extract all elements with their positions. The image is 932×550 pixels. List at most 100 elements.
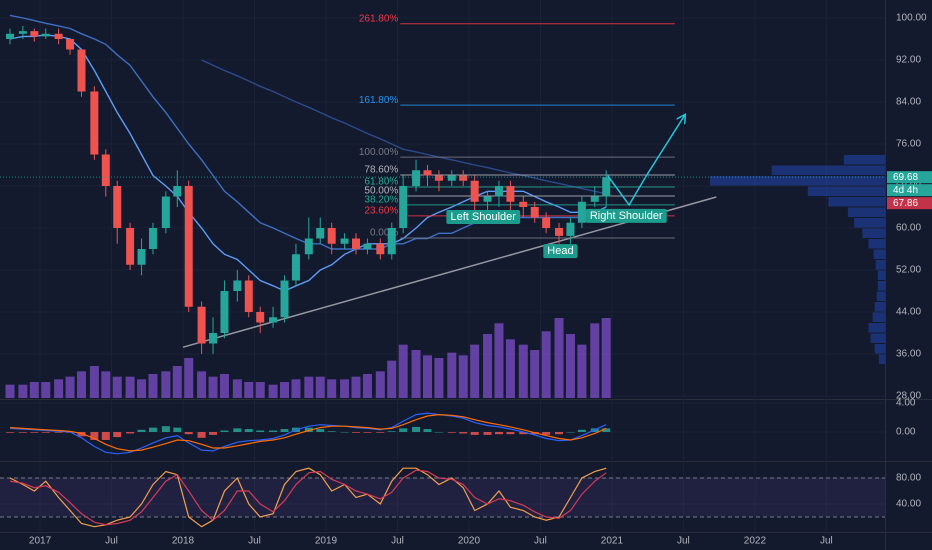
macd-histogram-bar xyxy=(459,431,468,434)
volume-profile-bar xyxy=(807,186,885,197)
candle-body xyxy=(18,31,27,34)
candle-body xyxy=(41,33,50,37)
macd-histogram-bar xyxy=(220,430,229,432)
candle-body xyxy=(602,177,611,197)
x-tick-label: 2020 xyxy=(458,536,481,547)
fib-level-label: 78.60% xyxy=(364,165,398,176)
candle-body xyxy=(577,201,586,223)
fib-level-label: 261.80% xyxy=(359,13,399,24)
macd-histogram-bar xyxy=(173,427,182,432)
candle-body xyxy=(494,186,503,197)
macd-histogram-bar xyxy=(18,431,27,433)
macd-histogram-bar xyxy=(566,431,575,433)
macd-histogram-bar xyxy=(327,431,336,432)
macd-histogram-bar xyxy=(256,430,265,432)
candle-body xyxy=(126,228,135,265)
countdown-label: 4d 4h xyxy=(893,185,918,196)
macd-histogram-bar xyxy=(483,431,492,435)
candle-body xyxy=(423,170,432,176)
macd-histogram-bar xyxy=(434,431,443,433)
volume-bar xyxy=(219,374,229,398)
candle-body xyxy=(412,170,421,187)
volume-bar xyxy=(184,358,194,398)
volume-profile-bar xyxy=(868,323,885,333)
volume-bar xyxy=(470,344,480,398)
volume-bar xyxy=(434,358,444,398)
volume-profile-bar xyxy=(872,312,885,323)
candle-body xyxy=(470,180,479,202)
macd-histogram-bar xyxy=(376,431,385,433)
volume-profile-bar xyxy=(854,218,885,228)
x-tick-label: 2019 xyxy=(315,536,338,547)
volume-profile-bar xyxy=(828,197,885,207)
candle-body xyxy=(519,201,528,208)
macd-histogram-bar xyxy=(197,431,206,438)
macd-histogram-bar xyxy=(304,427,313,432)
volume-bar xyxy=(505,339,515,398)
volume-bar xyxy=(161,371,171,398)
volume-bar xyxy=(398,344,408,398)
volume-bar xyxy=(601,318,611,398)
volume-bar xyxy=(41,382,51,398)
x-tick-label: 2021 xyxy=(601,536,624,547)
volume-bar xyxy=(291,379,301,398)
macd-histogram-bar xyxy=(470,431,479,435)
volume-profile-bar xyxy=(847,207,885,218)
volume-bar xyxy=(315,376,325,398)
candle-body xyxy=(233,280,242,292)
projection-path xyxy=(606,115,685,207)
candle-body xyxy=(6,33,15,40)
x-tick-label: Jul xyxy=(105,536,118,547)
macd-histogram-bar xyxy=(54,431,63,433)
macd-line xyxy=(9,412,607,455)
macd-histogram-bar xyxy=(280,429,289,432)
x-tick-label: Jul xyxy=(248,536,261,547)
volume-profile-bar xyxy=(878,354,885,365)
macd-histogram-bar xyxy=(126,431,135,434)
candle-body xyxy=(566,222,575,236)
y-tick-label: 44.00 xyxy=(896,307,921,318)
volume-bar xyxy=(29,382,39,398)
macd-histogram-bar xyxy=(363,431,372,433)
x-tick-label: 2018 xyxy=(172,536,195,547)
volume-bar xyxy=(554,318,564,398)
price-label-box xyxy=(887,171,932,184)
x-tick-label: Jul xyxy=(820,536,833,547)
candle-body xyxy=(66,39,75,50)
volume-profile-bar xyxy=(875,260,885,270)
candle-body xyxy=(447,175,456,181)
volume-bar xyxy=(422,355,432,398)
fib-level-label: 100.00% xyxy=(359,147,399,158)
annotation-box xyxy=(446,209,521,224)
stoch-k-line xyxy=(9,467,607,528)
candle-body xyxy=(434,175,443,181)
macd-histogram-bar xyxy=(77,431,86,437)
macd-histogram-bar xyxy=(269,430,278,432)
volume-profile-bar xyxy=(873,249,885,260)
volume-bar xyxy=(340,379,350,398)
candle-body xyxy=(280,280,289,318)
candle-body xyxy=(304,238,313,255)
macd-histogram-bar xyxy=(555,431,564,435)
candle-body xyxy=(399,186,408,229)
macd-histogram-bar xyxy=(352,431,361,433)
macd-histogram-bar xyxy=(244,429,253,432)
candle-body xyxy=(209,333,218,344)
x-tick-label: Jul xyxy=(391,536,404,547)
volume-bar xyxy=(125,376,135,398)
macd-histogram-bar xyxy=(447,431,456,433)
annotation-label: Left Shoulder xyxy=(451,211,517,223)
volume-bar xyxy=(577,344,587,398)
candle-body xyxy=(555,228,564,236)
candle-body xyxy=(459,175,468,181)
candle-body xyxy=(220,291,229,334)
y-tick-label: 60.00 xyxy=(896,223,921,234)
macd-histogram-bar xyxy=(137,429,146,432)
y-tick-label: 4.00 xyxy=(896,398,916,409)
candle-body xyxy=(30,31,39,37)
x-tick-label: 2022 xyxy=(744,536,767,547)
macd-histogram-bar xyxy=(184,431,193,435)
macd-histogram-bar xyxy=(506,431,515,435)
volume-bar xyxy=(5,384,15,398)
volume-bar xyxy=(351,376,361,398)
